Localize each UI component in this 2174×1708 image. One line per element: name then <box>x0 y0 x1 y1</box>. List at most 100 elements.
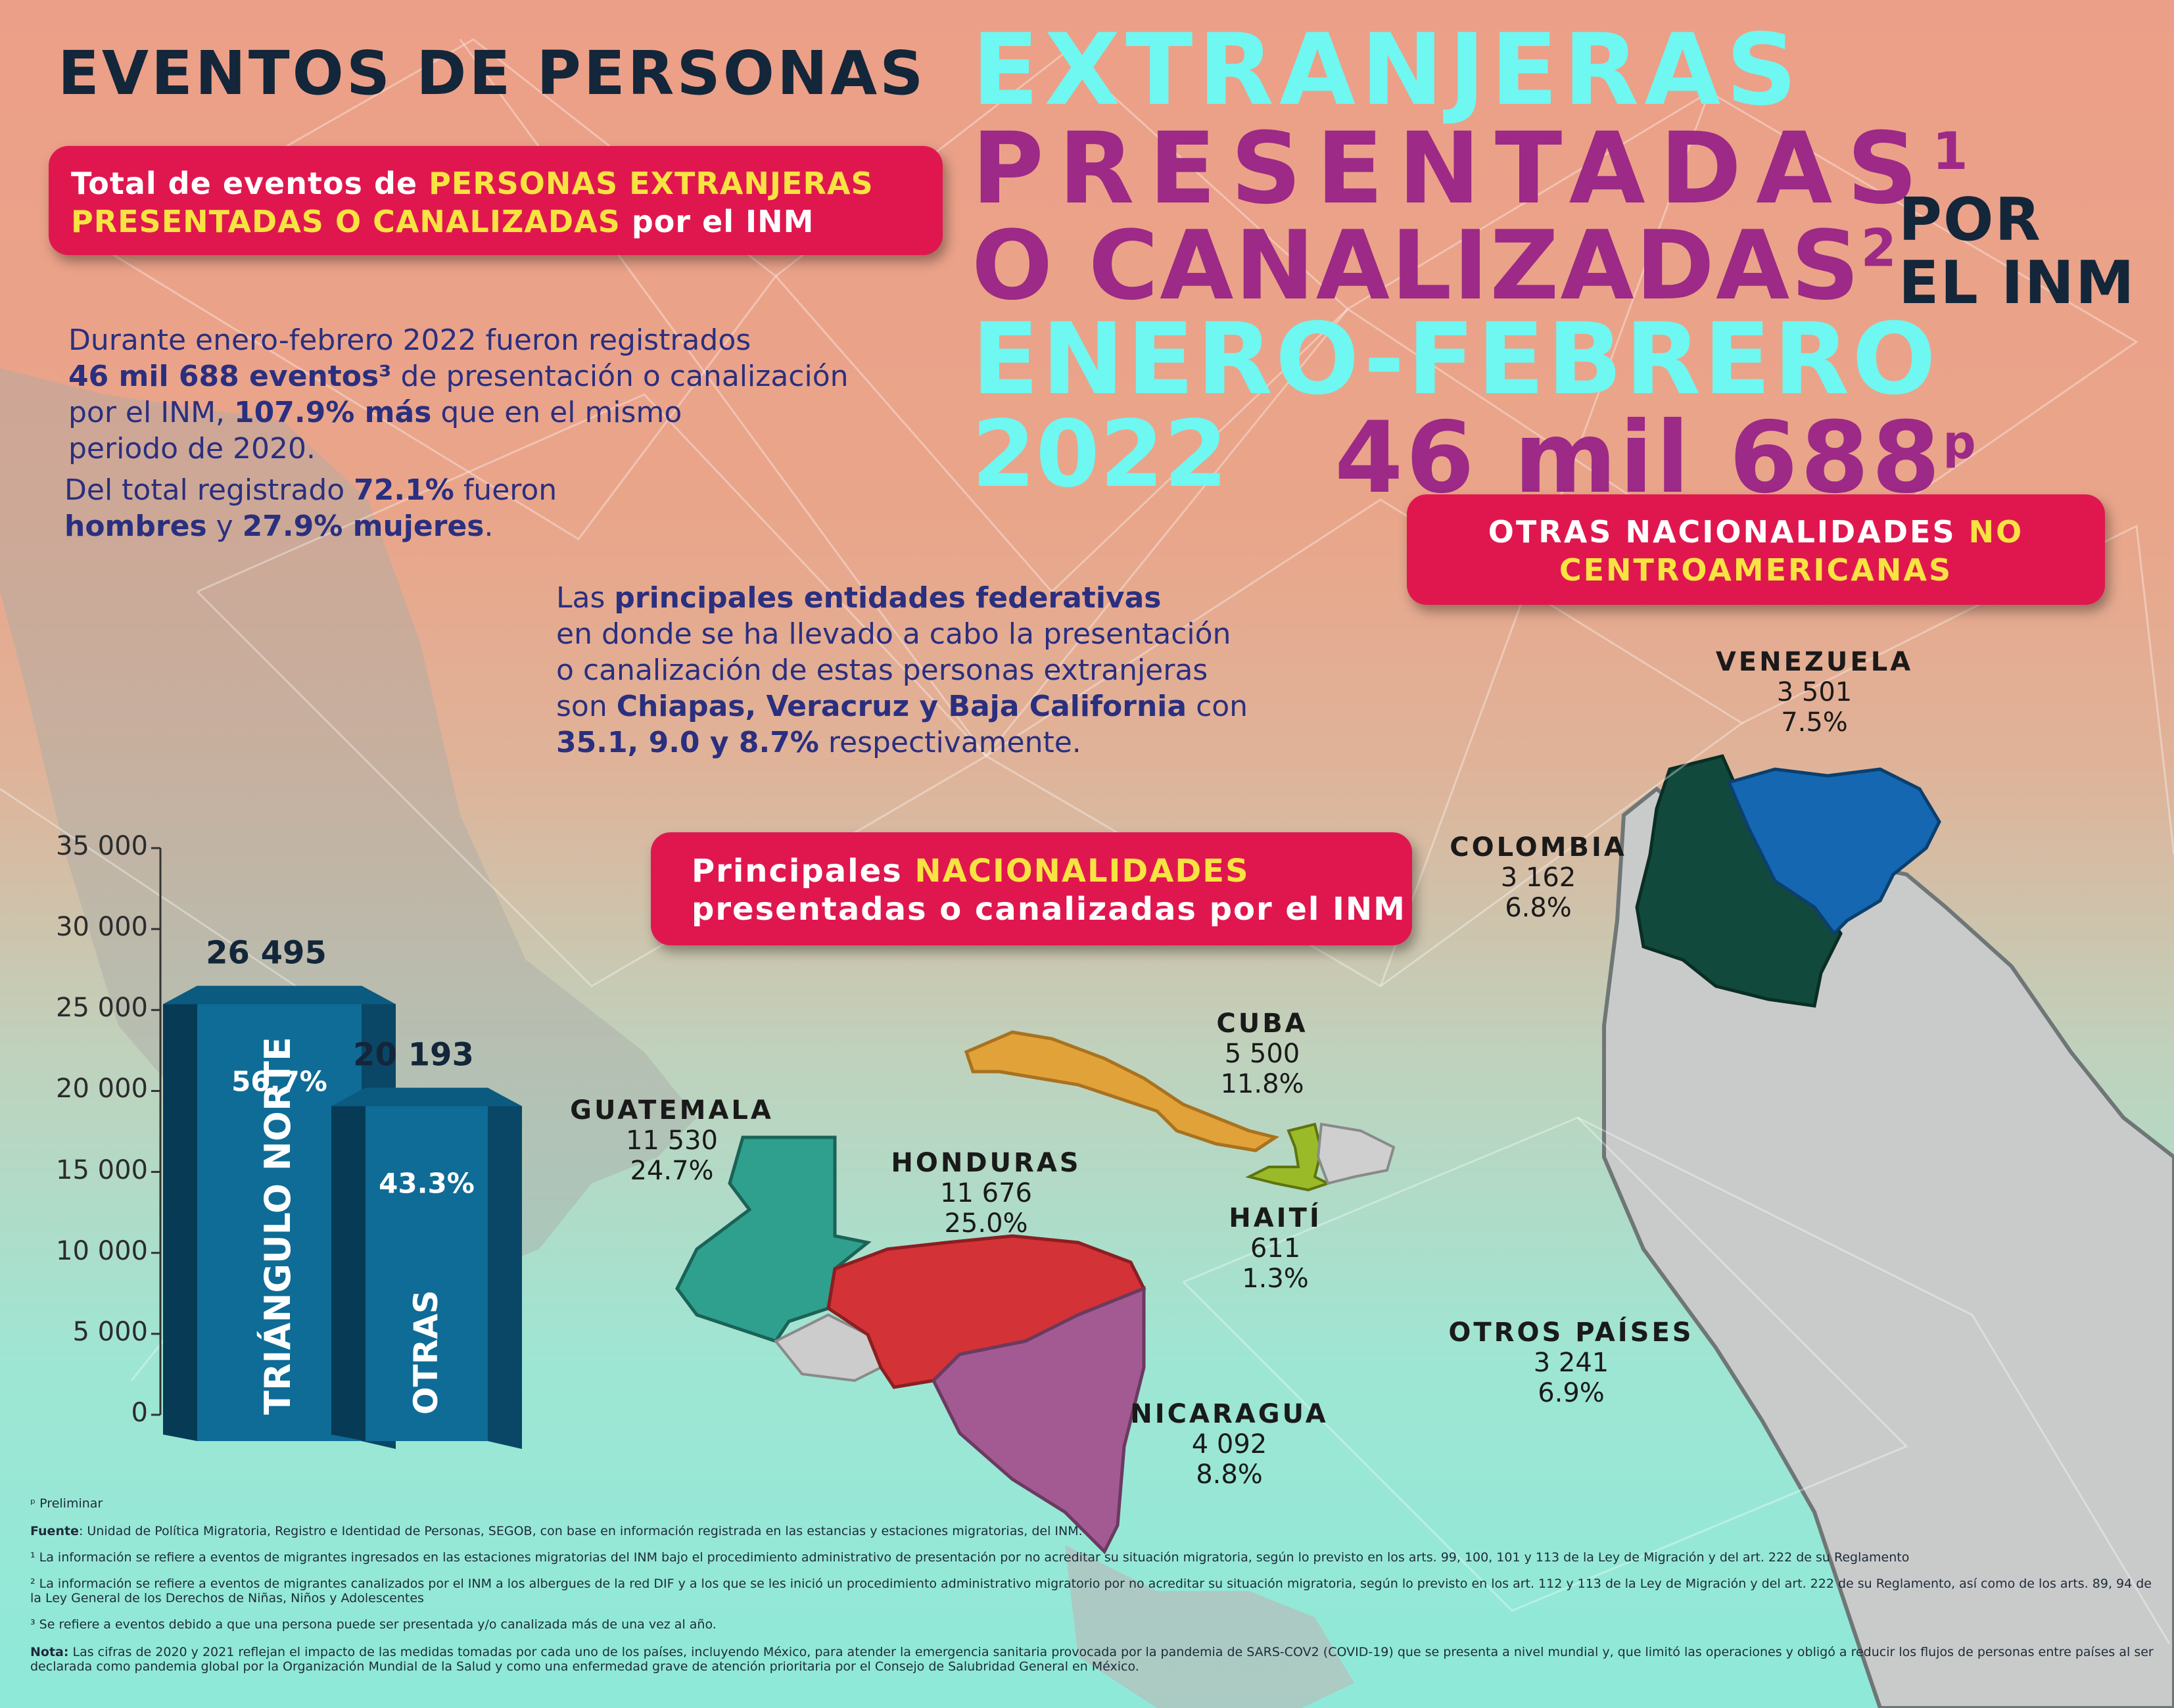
fuente-text: : Unidad de Política Migratoria, Registr… <box>78 1524 1083 1538</box>
cuba-shape <box>964 1030 1280 1152</box>
summary-text: por el INM, <box>68 396 235 429</box>
label-haiti: HAITÍ 611 1.3% <box>1196 1203 1354 1294</box>
country-pct: 8.8% <box>1196 1459 1263 1490</box>
title-line4: ENERO-FEBRERO <box>972 302 1939 417</box>
entities-text: en donde se ha llevado a cabo la present… <box>556 617 1231 651</box>
bar-category-label: OTRAS <box>407 1290 445 1415</box>
summary-bold: 46 mil 688 eventos³ <box>68 360 392 393</box>
nac-pill-text: presentadas o canalizadas por el INM <box>692 891 1406 928</box>
country-pct: 6.9% <box>1538 1378 1605 1408</box>
entities-text: son <box>556 690 617 723</box>
summary-bold: hombres <box>64 510 207 543</box>
country-pct: 6.8% <box>1505 893 1572 923</box>
y-tick-label: 5 000 <box>72 1316 148 1347</box>
bar-top <box>163 985 396 1005</box>
venezuela-shape <box>1726 767 1941 936</box>
otras-pill-no: NO <box>1968 514 2024 550</box>
country-name: HONDURAS <box>891 1148 1081 1178</box>
title-line1-dark: EVENTOS DE PERSONAS <box>58 38 926 108</box>
bar-top <box>331 1087 522 1106</box>
pill-highlight-2: PRESENTADAS O CANALIZADAS <box>71 204 621 239</box>
country-pct: 25.0% <box>944 1208 1028 1239</box>
summary-text: de presentación o canalización <box>391 360 849 393</box>
bar-percent-label: 43.3% <box>379 1168 475 1200</box>
label-guatemala: GUATEMALA 11 530 24.7% <box>567 1095 777 1186</box>
label-colombia: COLOMBIA 3 162 6.8% <box>1433 832 1643 923</box>
title-por: POR <box>1899 185 2042 254</box>
country-pct: 1.3% <box>1242 1264 1309 1294</box>
summary-bold: 107.9% más <box>234 396 432 429</box>
country-name: VENEZUELA <box>1715 647 1914 677</box>
bar-left-face <box>331 1087 366 1441</box>
title-el-inm: EL INM <box>1899 249 2136 318</box>
otras-nacionalidades-pill: OTRAS NACIONALIDADES NO CENTROAMERICANAS <box>1407 494 2105 605</box>
y-tick-label: 30 000 <box>56 912 148 943</box>
footnote-nota: Nota: Las cifras de 2020 y 2021 reflejan… <box>30 1645 2154 1674</box>
otras-pill-text: OTRAS NACIONALIDADES <box>1488 514 1969 550</box>
label-otros-paises: OTROS PAÍSES 3 241 6.9% <box>1433 1317 1709 1408</box>
bar-value-label: 26 495 <box>206 934 327 971</box>
summary-text: que en el mismo <box>431 396 682 429</box>
nac-pill-text: Principales <box>692 853 915 890</box>
label-cuba: CUBA 5 500 11.8% <box>1177 1008 1348 1099</box>
summary-text: periodo de 2020. <box>68 432 316 465</box>
bar <box>366 1087 488 1441</box>
summary-text: Del total registrado <box>64 473 354 507</box>
otras-pill-centro: CENTROAMERICANAS <box>1559 552 1953 588</box>
title-line1-cyan: EXTRANJERAS <box>972 13 1803 128</box>
y-tick-label: 25 000 <box>56 993 148 1024</box>
entities-text: con <box>1187 690 1248 723</box>
summary-bold: 72.1% <box>354 473 454 507</box>
entities-text: respectivamente. <box>818 726 1081 759</box>
nac-pill-highlight: NACIONALIDADES <box>914 853 1250 890</box>
country-value: 3 241 <box>1533 1348 1609 1378</box>
pill-text-b: por el INM <box>620 204 815 239</box>
country-value: 4 092 <box>1191 1429 1267 1459</box>
country-name: CUBA <box>1216 1008 1308 1039</box>
y-tick-label: 0 <box>131 1398 148 1428</box>
y-tick-label: 10 000 <box>56 1235 148 1266</box>
country-name: HAITÍ <box>1229 1203 1322 1233</box>
bar-percent-label: 56.7% <box>231 1065 327 1097</box>
footnote-preliminar: ᵖ Preliminar <box>30 1496 103 1511</box>
country-name: GUATEMALA <box>570 1095 774 1126</box>
country-name: NICARAGUA <box>1130 1399 1329 1429</box>
summary-bold: 27.9% mujeres <box>242 510 484 543</box>
country-value: 611 <box>1250 1233 1301 1264</box>
title-sup2: 2 <box>1860 219 1898 279</box>
footnote-3: ³ Se refiere a eventos debido a que una … <box>30 1617 717 1632</box>
title-presentadas: PRESENTADAS <box>972 112 1933 226</box>
country-value: 11 530 <box>626 1126 718 1156</box>
country-value: 3 162 <box>1500 863 1576 893</box>
summary-text: . <box>484 510 494 543</box>
footnote-fuente: Fuente: Unidad de Política Migratoria, R… <box>30 1524 2154 1538</box>
bar-side <box>488 1087 522 1449</box>
summary-text: y <box>206 510 243 543</box>
total-events-pill: Total de eventos de PERSONAS EXTRANJERAS… <box>49 146 943 255</box>
title-sup1: 1 <box>1932 122 1983 181</box>
entities-bold: Chiapas, Veracruz y Baja California <box>616 690 1187 723</box>
entities-text: Las <box>556 581 615 615</box>
nicaragua-shape <box>931 1286 1146 1555</box>
summary-text: fueron <box>454 473 557 507</box>
footnote-2: ² La información se refiere a eventos de… <box>30 1577 2152 1605</box>
y-tick-label: 20 000 <box>56 1074 148 1104</box>
nota-label: Nota: <box>30 1645 69 1659</box>
fuente-label: Fuente <box>30 1524 79 1538</box>
y-tick-label: 15 000 <box>56 1154 148 1185</box>
title-total-sup: p <box>1943 415 1979 469</box>
panama-silhouette <box>1065 1545 1354 1708</box>
entities-bold: 35.1, 9.0 y 8.7% <box>556 726 819 759</box>
country-value: 3 501 <box>1776 677 1853 707</box>
summary-paragraph-1: Durante enero-febrero 2022 fueron regist… <box>68 322 923 467</box>
label-honduras: HONDURAS 11 676 25.0% <box>874 1148 1098 1239</box>
country-value: 11 676 <box>940 1178 1032 1208</box>
summary-paragraph-2: Del total registrado 72.1% fueron hombre… <box>64 472 656 544</box>
entities-text: o canalización de estas personas extranj… <box>556 653 1208 687</box>
bar-left-face <box>163 985 197 1441</box>
entities-bold: principales entidades federativas <box>614 581 1162 615</box>
dominican-shape <box>1316 1122 1396 1185</box>
title-line2: PRESENTADAS1 <box>972 112 1983 226</box>
pill-highlight-1: PERSONAS EXTRANJERAS <box>429 166 874 201</box>
